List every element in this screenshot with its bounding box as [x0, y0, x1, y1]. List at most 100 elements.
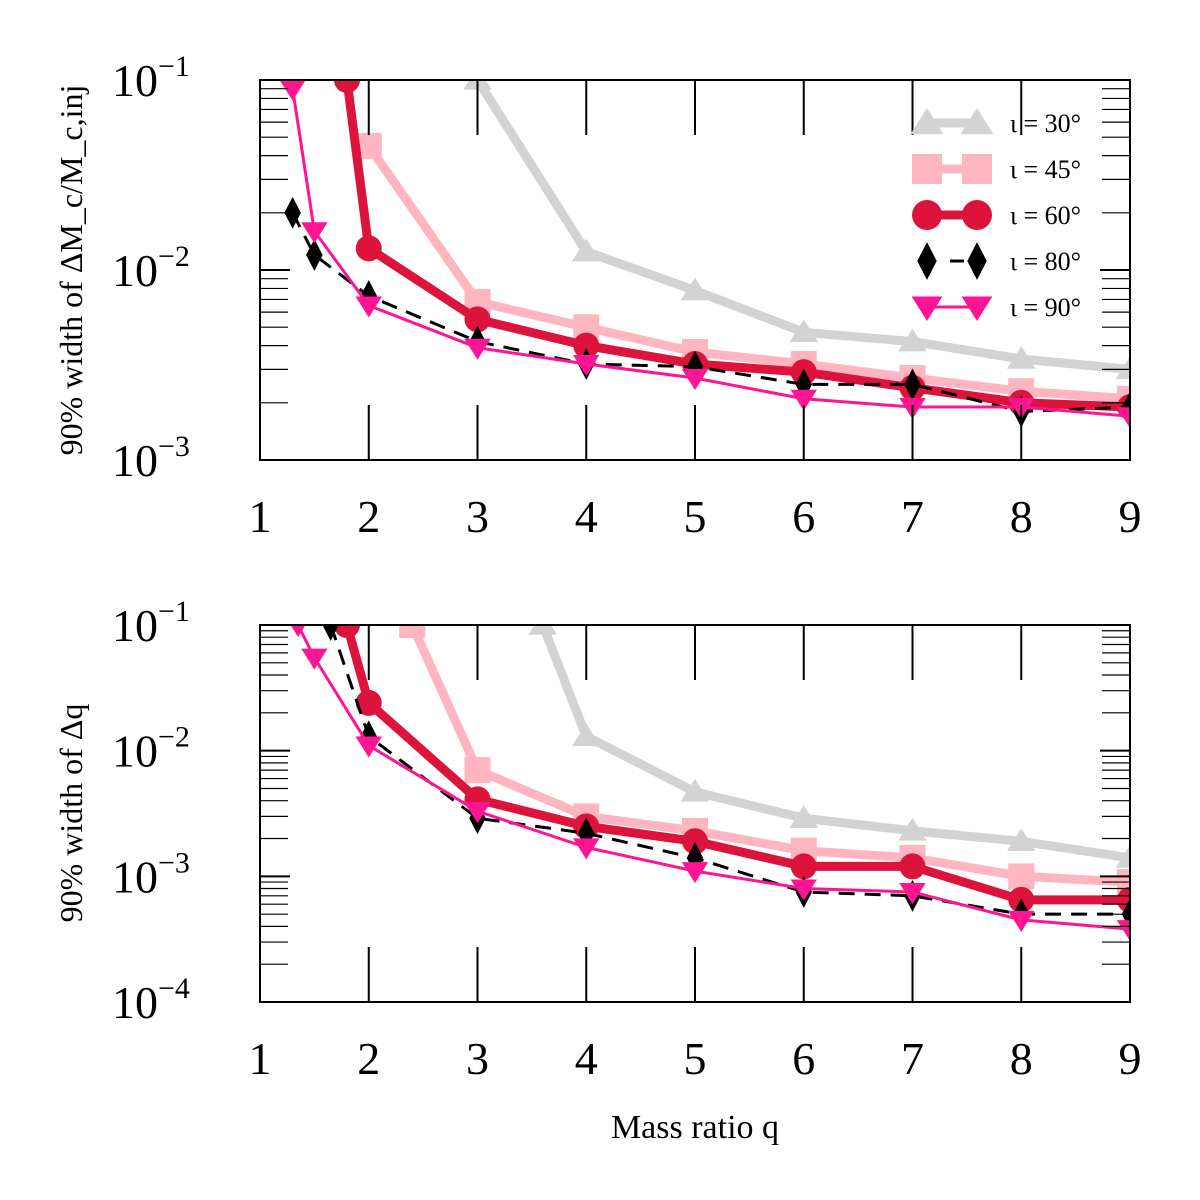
data-point — [290, 625, 306, 637]
data-point — [322, 625, 339, 641]
series-45 — [399, 625, 1130, 896]
data-point — [284, 196, 301, 229]
data-point — [680, 277, 710, 301]
data-point — [1008, 863, 1035, 890]
legend-entry-45: ι = 45° — [912, 154, 1081, 184]
y-tick-label: 10−2 — [112, 240, 190, 296]
data-point — [1116, 920, 1130, 942]
data-point — [571, 238, 601, 262]
data-point — [899, 853, 926, 880]
axis-ticks — [259, 79, 1131, 461]
legend-label: ι = 80° — [1010, 247, 1081, 276]
data-point — [790, 853, 817, 880]
data-point — [899, 883, 926, 905]
data-point — [898, 817, 927, 841]
legend-marker — [912, 154, 942, 184]
data-point — [681, 862, 709, 884]
x-tick-label: 3 — [466, 491, 489, 542]
panel-mass-ratio-width: 1 2 3 4 5 6 7 8 9 10−4 10−3 10−2 10−1 90% width of … — [53, 595, 1142, 1146]
data-point — [1006, 828, 1036, 852]
x-tick-labels: 1 2 3 4 5 6 7 8 9 — [249, 491, 1142, 542]
data-point — [573, 314, 600, 341]
data-point — [464, 757, 491, 784]
data-point — [1008, 910, 1035, 932]
y-axis-label: 90% width of ΔM_c/M_c,inj — [53, 85, 89, 456]
y-tick-labels: 10−4 10−3 10−2 10−1 — [112, 595, 190, 1028]
data-point — [1115, 356, 1130, 380]
y-tick-label: 10−4 — [112, 972, 190, 1028]
x-tick-label: 1 — [249, 1033, 272, 1084]
legend-marker — [967, 242, 987, 280]
x-tick-label: 2 — [357, 491, 380, 542]
data-point — [686, 842, 704, 874]
x-tick-label: 6 — [792, 1033, 815, 1084]
data-point — [790, 879, 817, 901]
plot-area — [279, 80, 1130, 429]
legend-entry-30: ι = 30° — [910, 108, 1081, 138]
legend-marker — [911, 296, 943, 321]
data-point — [1115, 844, 1130, 868]
data-point — [904, 368, 921, 401]
panel-chirp-mass-width: 1 2 3 4 5 6 7 8 9 10−3 10−2 10−1 90% width of ΔM_c… — [53, 50, 1142, 542]
x-tick-label: 4 — [575, 491, 598, 542]
data-point — [1006, 346, 1036, 369]
legend-entry-80: ι = 80° — [917, 242, 1081, 280]
data-point — [681, 369, 709, 391]
x-tick-label: 8 — [1010, 1033, 1033, 1084]
data-point — [355, 132, 382, 159]
x-tick-label: 6 — [792, 491, 815, 542]
data-point — [464, 306, 491, 333]
data-point — [355, 736, 382, 758]
data-point — [355, 689, 382, 716]
data-point — [789, 319, 819, 343]
data-point — [355, 235, 382, 262]
x-tick-label: 2 — [357, 1033, 380, 1084]
data-point — [334, 625, 360, 638]
data-point — [334, 80, 360, 93]
legend-marker — [960, 108, 994, 135]
x-tick-label: 9 — [1119, 1033, 1142, 1084]
legend-label: ι = 60° — [1010, 201, 1081, 230]
x-tick-label: 5 — [684, 491, 707, 542]
series-line — [291, 88, 1130, 418]
data-point — [301, 648, 328, 670]
data-point — [301, 222, 328, 244]
series-line — [408, 625, 1130, 887]
legend-marker — [962, 200, 992, 230]
y-tick-label: 10−1 — [112, 595, 190, 651]
x-tick-label: 1 — [249, 491, 272, 542]
legend-marker — [961, 296, 993, 321]
data-point — [464, 802, 491, 824]
series-30 — [463, 80, 1130, 380]
y-tick-label: 10−2 — [112, 721, 190, 777]
plot-area — [290, 625, 1130, 942]
series-90 — [290, 625, 1130, 942]
data-point — [790, 389, 817, 411]
data-point — [279, 80, 306, 101]
y-axis-label: 90% width of Δq — [53, 704, 89, 923]
data-point — [573, 355, 600, 377]
legend-marker — [910, 108, 944, 135]
axis-ticks — [259, 624, 1131, 1003]
data-point — [306, 239, 323, 271]
legend-label: ι = 45° — [1010, 155, 1081, 184]
legend-entry-60: ι = 60° — [912, 200, 1081, 230]
legend-marker — [912, 200, 942, 230]
data-point — [789, 805, 819, 828]
data-point — [1116, 407, 1130, 429]
x-tick-label: 3 — [466, 1033, 489, 1084]
series-60 — [334, 625, 1130, 913]
y-tick-label: 10−1 — [112, 50, 190, 106]
series-30 — [528, 625, 1130, 868]
series-line — [342, 625, 1130, 905]
series-line — [365, 143, 1130, 404]
x-tick-label: 8 — [1010, 491, 1033, 542]
x-tick-label: 7 — [901, 491, 924, 542]
legend-label: ι = 30° — [1010, 109, 1081, 138]
legend-entry-90: ι = 90° — [911, 293, 1081, 322]
data-point — [898, 328, 927, 352]
legend-marker — [917, 242, 937, 280]
legend-label: ι = 90° — [1010, 293, 1081, 322]
legend: ι = 30° ι = 45° ι = 60° ι = 80° ι = 90° — [910, 108, 1081, 322]
